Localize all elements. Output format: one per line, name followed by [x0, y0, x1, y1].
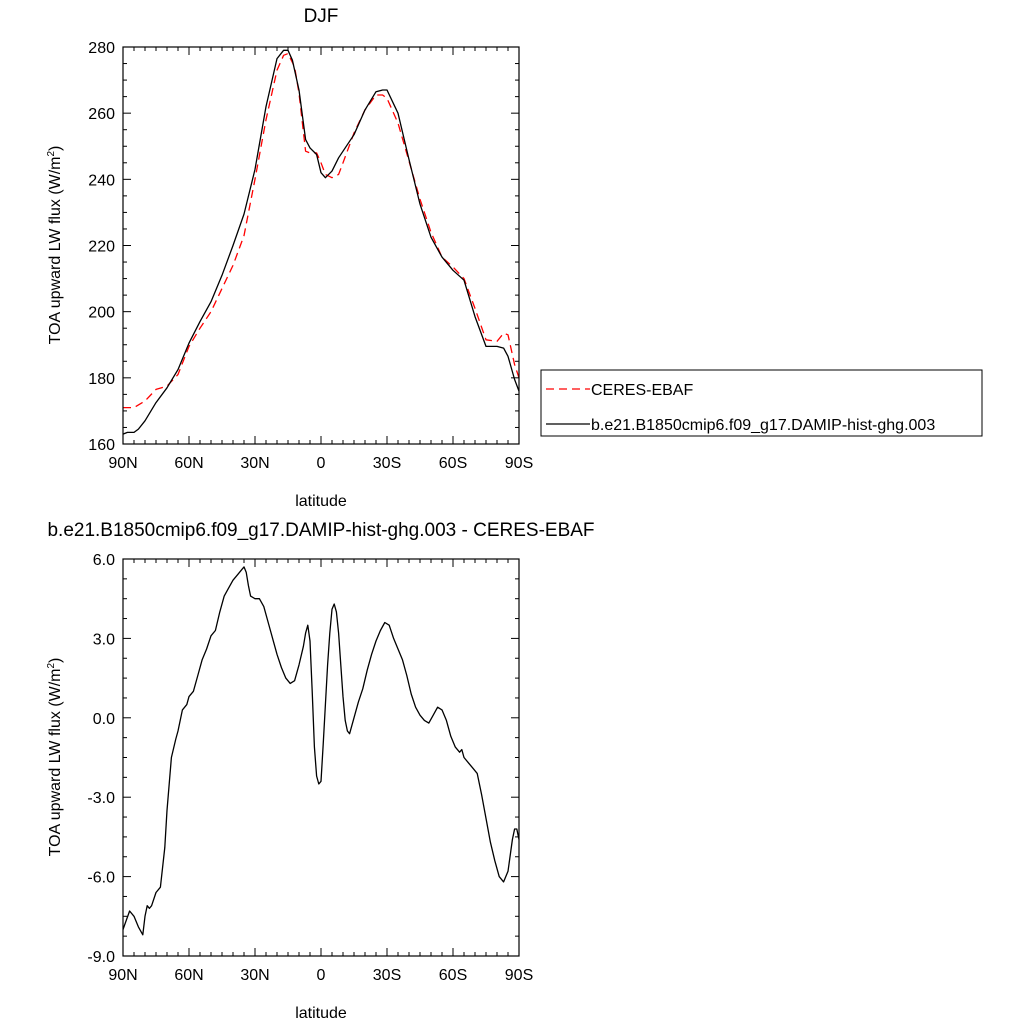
- top-x-tick-label: 60S: [439, 455, 467, 472]
- bottom-chart-title: b.e21.B1850cmip6.f09_g17.DAMIP-hist-ghg.…: [47, 520, 594, 541]
- top-chart-title: DJF: [304, 6, 339, 27]
- bottom-y-axis-label-sup: 2: [46, 663, 57, 669]
- top-series-group: [122, 49, 520, 435]
- bottom-y-axis-label-close: ): [47, 658, 64, 663]
- bottom-panel: b.e21.B1850cmip6.f09_g17.DAMIP-hist-ghg.…: [46, 520, 595, 1022]
- top-y-tick-label: 240: [88, 172, 115, 189]
- bottom-y-tick-label: 3.0: [93, 631, 115, 648]
- top-panel: DJF 90N 60N 30N 0 30S 60S 90S 160 180 200 220 240 26…: [46, 6, 983, 510]
- bottom-y-tick-label: 0.0: [93, 711, 115, 728]
- top-y-tick-label: 160: [88, 437, 115, 454]
- top-x-axis-label: latitude: [295, 493, 347, 510]
- top-x-tick-label: 60N: [174, 455, 203, 472]
- top-y-tick-label: 180: [88, 371, 115, 388]
- bottom-ticks-group: 90N 60N 30N 0 30S 60S 90S -9.0 -6.0 -3.0 0.0 3.0 6.0: [87, 552, 533, 984]
- bottom-x-axis-label: latitude: [295, 1005, 347, 1022]
- top-x-tick-label: 90S: [505, 455, 533, 472]
- top-y-axis-label-main: TOA upward LW flux (W/m: [47, 157, 64, 345]
- top-y-axis-label-close: ): [47, 146, 64, 151]
- bottom-y-axis-label-main: TOA upward LW flux (W/m: [47, 669, 64, 857]
- top-x-tick-label: 0: [317, 455, 326, 472]
- top-plot-frame: [122, 46, 520, 445]
- bottom-series-group: [122, 566, 520, 936]
- bottom-x-tick-label: 90S: [505, 967, 533, 984]
- top-y-axis-label: TOA upward LW flux (W/m2): [46, 146, 64, 345]
- top-y-tick-label: 220: [88, 239, 115, 256]
- bottom-x-tick-label: 30N: [240, 967, 269, 984]
- bottom-x-tick-label: 90N: [108, 967, 137, 984]
- top-y-tick-label: 200: [88, 305, 115, 322]
- top-ticks-group: 90N 60N 30N 0 30S 60S 90S 160 180 200 220 240 260 280: [88, 40, 533, 472]
- top-y-axis-label-sup: 2: [46, 151, 57, 157]
- legend: CERES-EBAF b.e21.B1850cmip6.f09_g17.DAMI…: [540, 369, 983, 437]
- top-y-tick-label: 280: [88, 40, 115, 57]
- top-x-tick-label: 90N: [108, 455, 137, 472]
- bottom-x-tick-label: 30S: [373, 967, 401, 984]
- bottom-y-tick-label: -9.0: [87, 949, 115, 966]
- top-series-line-1: [122, 49, 520, 435]
- top-series-line-0: [123, 52, 520, 409]
- bottom-y-tick-label: 6.0: [93, 552, 115, 569]
- legend-label-ceres: CERES-EBAF: [591, 382, 693, 399]
- top-x-tick-label: 30S: [373, 455, 401, 472]
- top-x-tick-label: 30N: [240, 455, 269, 472]
- bottom-plot-frame: [122, 558, 520, 957]
- bottom-y-tick-label: -6.0: [87, 870, 115, 887]
- bottom-series-line-0: [122, 566, 520, 936]
- bottom-y-axis-label: TOA upward LW flux (W/m2): [46, 658, 64, 857]
- legend-label-model: b.e21.B1850cmip6.f09_g17.DAMIP-hist-ghg.…: [591, 417, 935, 434]
- legend-box: [540, 369, 983, 437]
- bottom-x-tick-label: 60N: [174, 967, 203, 984]
- bottom-x-tick-label: 60S: [439, 967, 467, 984]
- bottom-y-tick-label: -3.0: [87, 790, 115, 807]
- bottom-x-tick-label: 0: [317, 967, 326, 984]
- top-y-tick-label: 260: [88, 106, 115, 123]
